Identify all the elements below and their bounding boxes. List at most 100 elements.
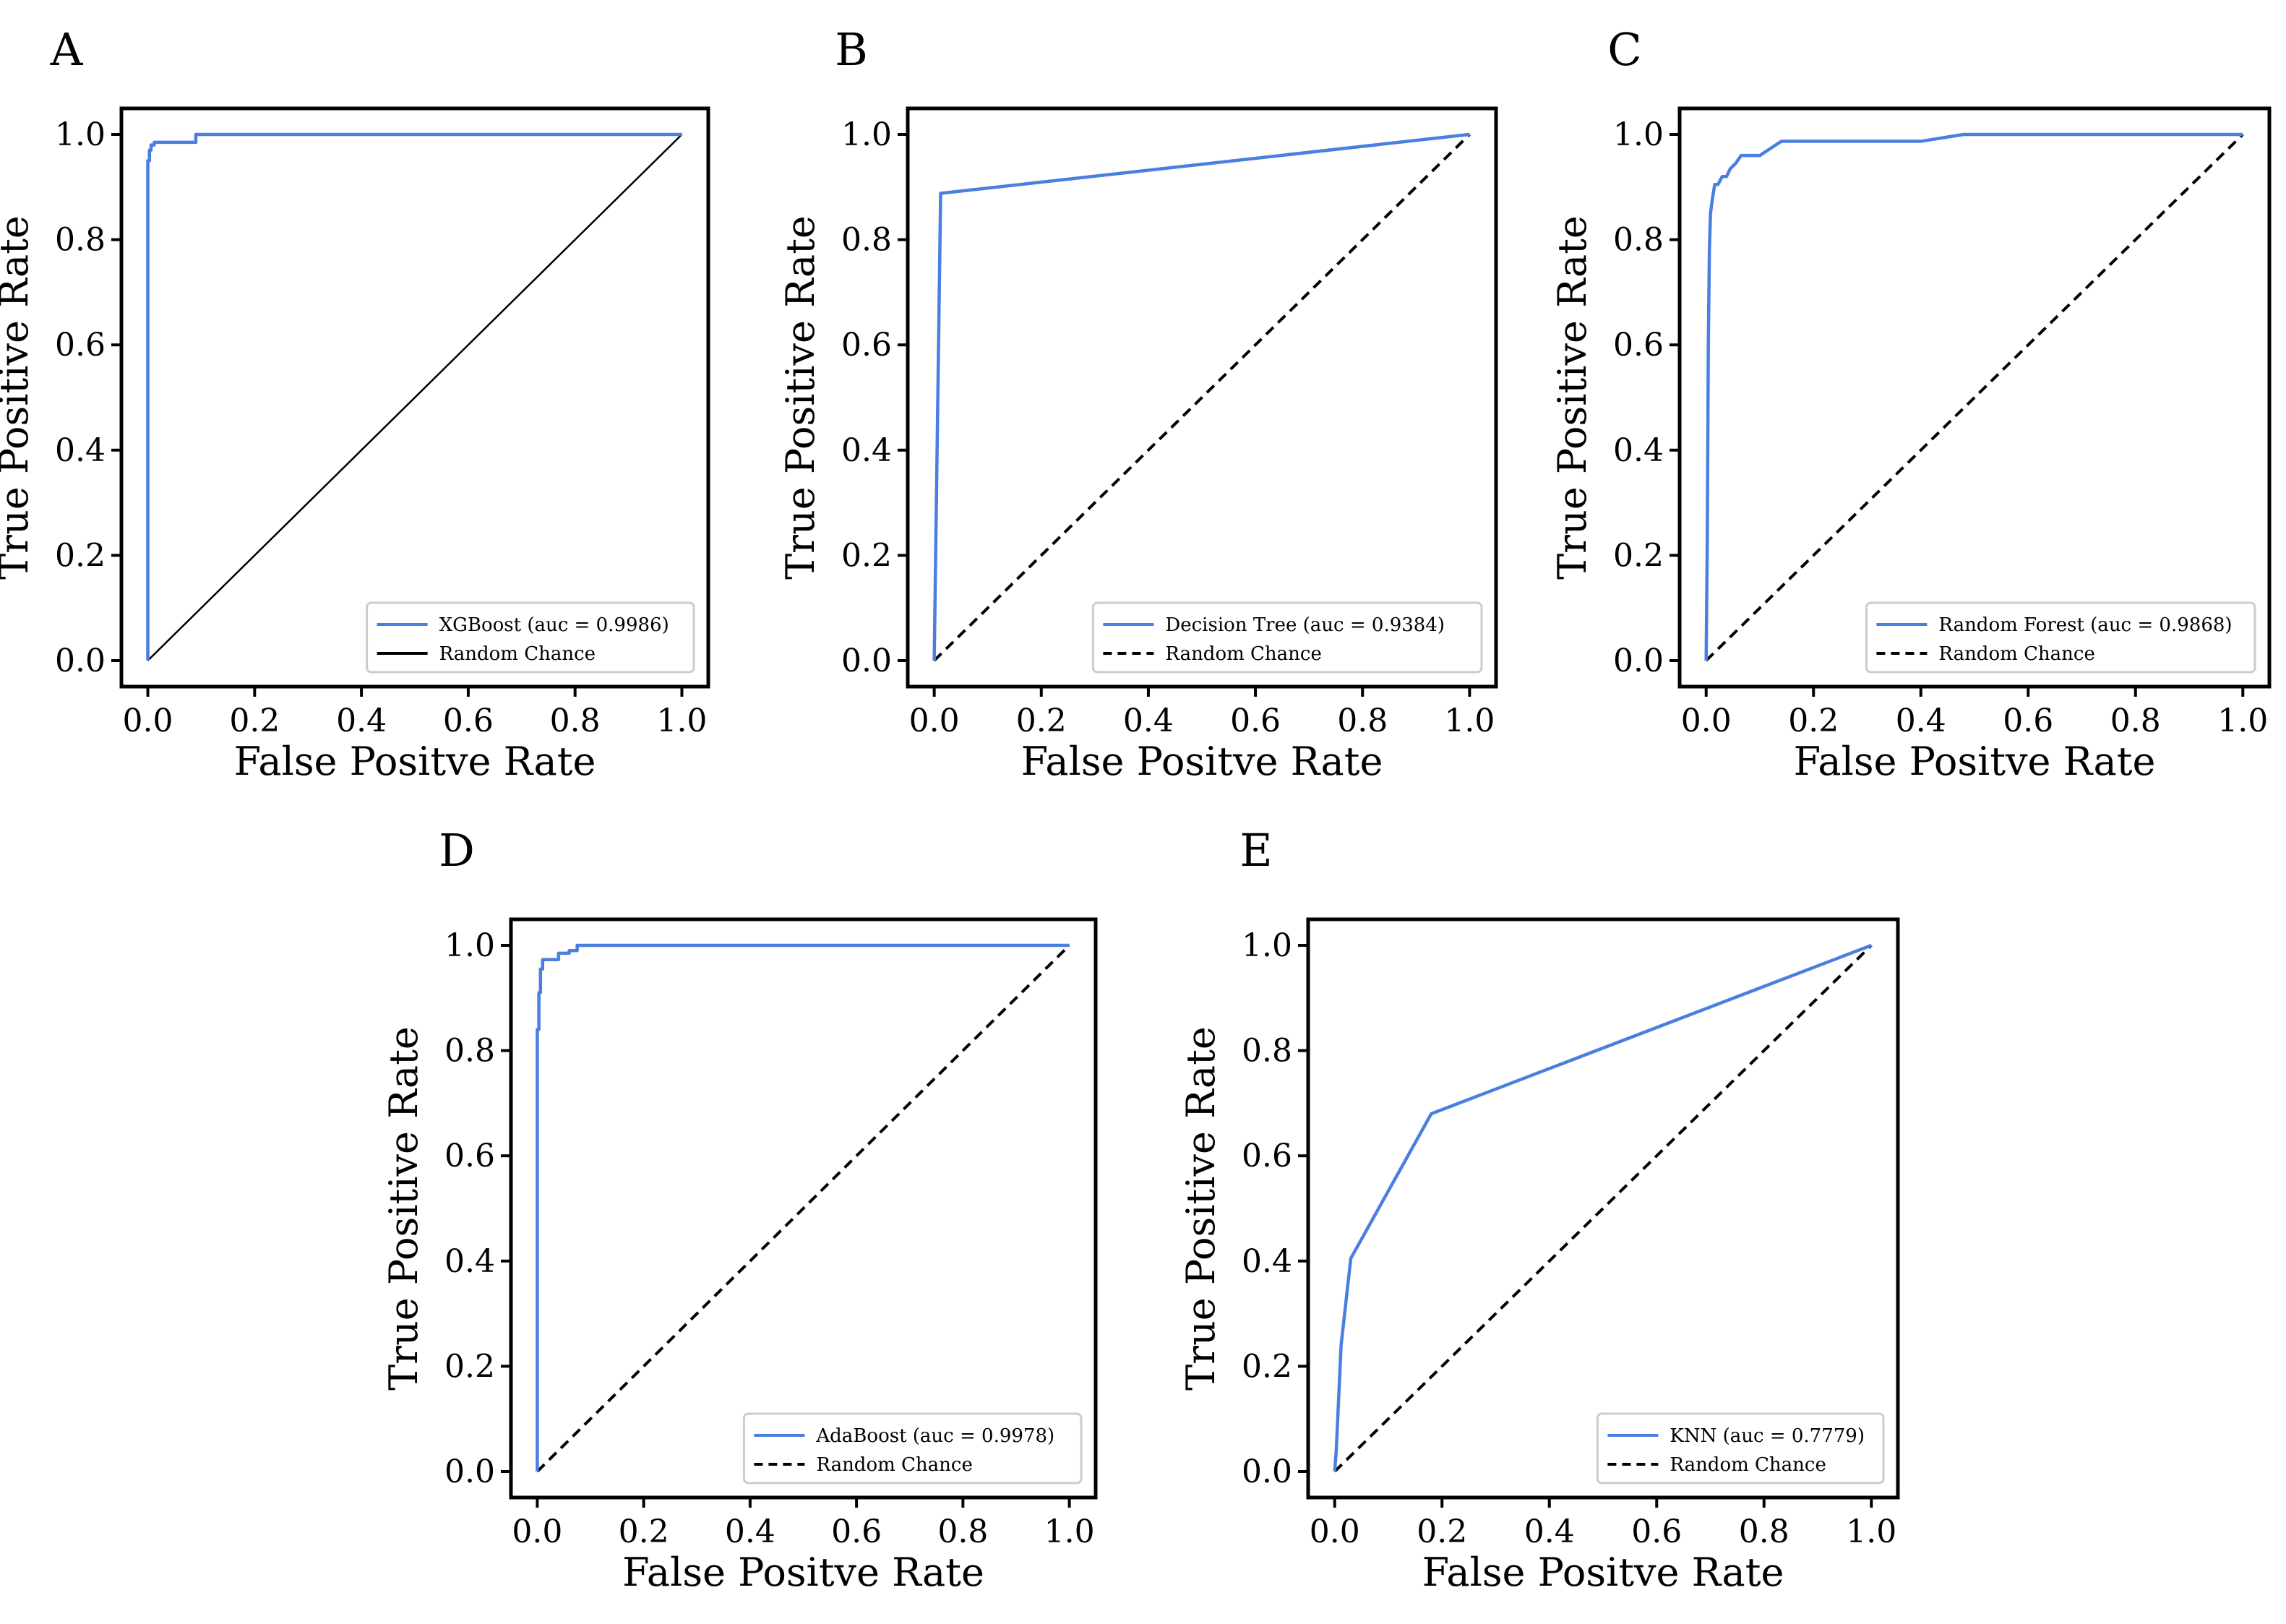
legend-box (1865, 601, 2256, 674)
legend-label: Random Chance (1938, 643, 2094, 665)
legend: KNN (auc = 0.7779) Random Chance (1596, 1412, 1885, 1485)
panel-letter: D (439, 824, 475, 877)
y-tick-label: 0.2 (444, 1348, 495, 1385)
x-tick-label: 1.0 (1846, 1513, 1896, 1550)
y-tick-label: 0.8 (1613, 222, 1664, 259)
x-tick-label: 1.0 (2217, 703, 2268, 739)
roc-panel-c: C 0.0 0.2 0.4 0.6 0.8 1.0 0.0 0.2 0.4 0.6 0.8 1.0 Fal… (1550, 23, 2272, 784)
y-axis-title: True Positive Rate (778, 215, 823, 580)
y-tick-label: 0.6 (1242, 1138, 1292, 1174)
roc-panel-e: E 0.0 0.2 0.4 0.6 0.8 1.0 0.0 0.2 0.4 0.6 0.8 1.0 Fal… (1178, 824, 1900, 1595)
legend: Random Forest (auc = 0.9868) Random Chanc… (1865, 601, 2256, 674)
legend-box (366, 601, 695, 674)
plot-frame (509, 917, 1098, 1500)
x-tick-label: 0.8 (1739, 1513, 1789, 1550)
x-tick-label: 0.8 (1337, 703, 1388, 739)
x-tick-label: 1.0 (1444, 703, 1495, 739)
legend-box (742, 1412, 1083, 1485)
x-tick-label: 0.2 (1417, 1513, 1467, 1550)
x-tick-label: 0.4 (1123, 703, 1174, 739)
y-tick-label: 1.0 (1613, 116, 1664, 153)
x-tick-label: 0.6 (2003, 703, 2053, 739)
x-tick-label: 0.8 (2110, 703, 2161, 739)
legend-label: Decision Tree (auc = 0.9384) (1165, 614, 1445, 636)
y-tick-label: 0.8 (1242, 1033, 1292, 1070)
x-axis-title: False Positve Rate (1794, 739, 2156, 784)
legend-label: Random Chance (816, 1454, 972, 1476)
legend-label: KNN (auc = 0.7779) (1670, 1425, 1865, 1447)
legend-label: Random Chance (1670, 1454, 1826, 1476)
y-tick-label: 1.0 (55, 116, 106, 153)
x-tick-label: 0.0 (123, 703, 173, 739)
x-tick-label: 0.0 (1310, 1513, 1360, 1550)
x-tick-label: 1.0 (656, 703, 707, 739)
x-tick-label: 0.2 (619, 1513, 669, 1550)
x-tick-label: 0.2 (1788, 703, 1839, 739)
y-axis-title: True Positive Rate (1550, 215, 1595, 580)
x-tick-label: 0.0 (512, 1513, 562, 1550)
plot-frame (119, 106, 710, 689)
y-tick-label: 0.0 (55, 643, 106, 679)
y-tick-label: 0.4 (1613, 432, 1664, 469)
y-tick-label: 0.0 (1242, 1453, 1292, 1490)
roc-panel-b: B 0.0 0.2 0.4 0.6 0.8 1.0 0.0 0.2 0.4 0.6 0.8 1.0 Fal… (778, 23, 1498, 784)
panel-letter: A (50, 23, 84, 76)
x-tick-label: 0.4 (725, 1513, 775, 1550)
y-tick-label: 0.2 (841, 537, 892, 574)
y-tick-label: 0.6 (1613, 327, 1664, 364)
x-tick-label: 0.4 (1896, 703, 1946, 739)
random-chance-line (147, 134, 683, 661)
y-tick-label: 0.0 (444, 1453, 495, 1490)
random-chance-line (1705, 133, 2244, 662)
y-tick-label: 1.0 (841, 116, 892, 153)
legend-box (1091, 601, 1483, 674)
x-tick-label: 0.4 (336, 703, 387, 739)
roc-curve-line (1704, 132, 2243, 661)
x-tick-label: 0.8 (550, 703, 601, 739)
x-axis-title: False Positve Rate (1422, 1550, 1784, 1595)
random-chance-line (933, 133, 1471, 662)
random-chance-line (536, 944, 1071, 1473)
y-axis-title: True Positive Rate (1178, 1026, 1224, 1391)
legend-label: XGBoost (auc = 0.9986) (439, 614, 669, 636)
y-tick-label: 0.2 (1242, 1348, 1292, 1385)
panel-letter: C (1607, 23, 1641, 76)
plot-frame (1677, 106, 2272, 689)
panel-letter: E (1239, 824, 1272, 877)
x-tick-label: 0.6 (831, 1513, 882, 1550)
x-tick-label: 0.6 (1230, 703, 1281, 739)
panel-letter: B (835, 23, 868, 76)
roc-panel-d: D 0.0 0.2 0.4 0.6 0.8 1.0 0.0 0.2 0.4 0.6 0.8 1.0 Fal… (381, 824, 1098, 1595)
x-tick-label: 0.6 (1631, 1513, 1682, 1550)
y-tick-label: 0.4 (444, 1243, 495, 1280)
legend: Decision Tree (auc = 0.9384) Random Chanc… (1091, 601, 1483, 674)
legend-box (1596, 1412, 1885, 1485)
y-tick-label: 0.8 (55, 222, 106, 259)
y-tick-label: 0.0 (841, 643, 892, 679)
legend-label: Random Chance (1165, 643, 1321, 665)
x-axis-title: False Positve Rate (1021, 739, 1383, 784)
plot-frame (1306, 917, 1900, 1500)
y-tick-label: 0.4 (841, 432, 892, 469)
legend-label: Random Forest (auc = 0.9868) (1938, 614, 2232, 636)
y-tick-label: 0.0 (1613, 643, 1664, 679)
x-tick-label: 1.0 (1044, 1513, 1095, 1550)
x-tick-label: 0.6 (443, 703, 494, 739)
x-axis-title: False Positve Rate (234, 739, 596, 784)
roc-curve-line (1333, 943, 1873, 1472)
x-tick-label: 0.2 (1016, 703, 1067, 739)
y-axis-title: True Positive Rate (381, 1026, 426, 1391)
y-tick-label: 0.2 (55, 537, 106, 574)
y-tick-label: 1.0 (444, 927, 495, 964)
roc-curve-line (932, 132, 1470, 661)
y-tick-label: 0.2 (1613, 537, 1664, 574)
x-axis-title: False Positve Rate (622, 1550, 984, 1595)
y-axis-title: True Positive Rate (0, 215, 37, 580)
legend-label: AdaBoost (auc = 0.9978) (815, 1425, 1054, 1447)
y-tick-label: 0.8 (444, 1033, 495, 1070)
y-tick-label: 0.6 (841, 327, 892, 364)
y-tick-label: 0.6 (55, 327, 106, 364)
roc-panel-a: A 0.0 0.2 0.4 0.6 0.8 1.0 0.0 0.2 0.4 0.6 0.8 1.0 Fal… (0, 23, 710, 784)
x-tick-label: 0.8 (937, 1513, 988, 1550)
